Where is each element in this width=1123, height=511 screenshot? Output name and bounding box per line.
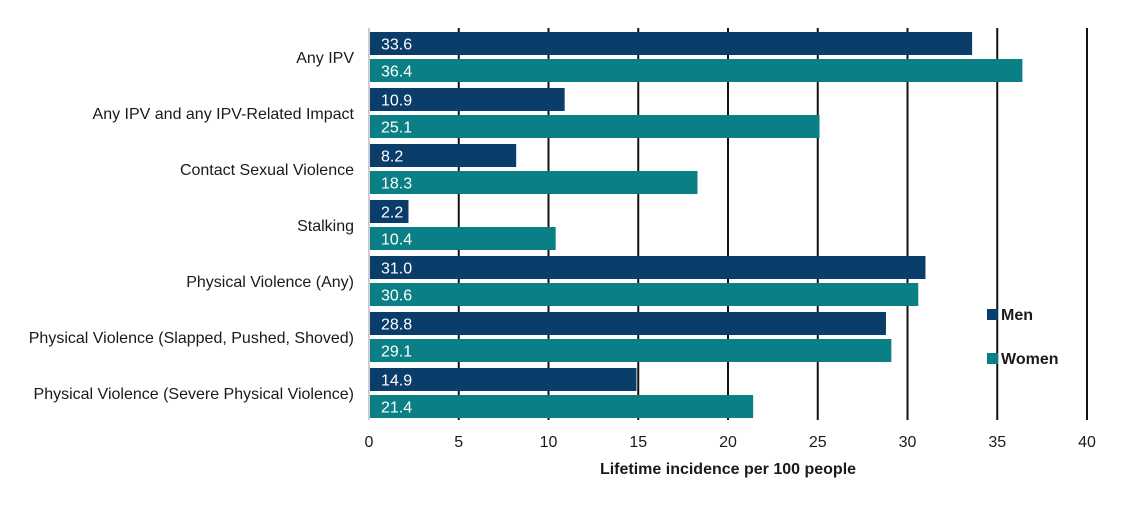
- x-tick-label: 15: [629, 434, 647, 451]
- bar-value-label: 25.1: [381, 120, 412, 137]
- legend-label-men: Men: [1001, 307, 1033, 324]
- category-label: Physical Violence (Any): [186, 274, 354, 291]
- bar-value-label: 33.6: [381, 37, 412, 54]
- bar-women: [370, 395, 754, 418]
- bar-women: [370, 227, 556, 250]
- legend-label-women: Women: [1001, 351, 1058, 368]
- category-label: Contact Sexual Violence: [180, 162, 354, 179]
- bar-men: [370, 200, 409, 223]
- x-tick-label: 10: [540, 434, 558, 451]
- bar-women: [370, 283, 919, 306]
- legend-swatch-men: [987, 309, 998, 320]
- bars: 33.6 36.4 10.9 25.1 8.2 18.3 2.2 10.4 31.0 30.6 28…: [370, 32, 1023, 418]
- bar-men: [370, 144, 517, 167]
- bar-women: [370, 339, 892, 362]
- bar-value-label: 28.8: [381, 317, 412, 334]
- bar-value-label: 10.9: [381, 93, 412, 110]
- category-label: Stalking: [297, 218, 354, 235]
- bar-women: [370, 115, 820, 138]
- x-tick-label: 25: [809, 434, 827, 451]
- legend: Men Women: [987, 307, 1058, 368]
- category-label: Any IPV and any IPV-Related Impact: [93, 106, 355, 123]
- x-axis-title: Lifetime incidence per 100 people: [600, 461, 856, 478]
- legend-swatch-women: [987, 353, 998, 364]
- bar-women: [370, 59, 1023, 82]
- x-tick-label: 20: [719, 434, 737, 451]
- x-tick-label: 30: [899, 434, 917, 451]
- x-tick-label: 5: [454, 434, 463, 451]
- x-tick-label: 35: [988, 434, 1006, 451]
- x-tick-label: 40: [1078, 434, 1096, 451]
- bar-men: [370, 88, 565, 111]
- bar-women: [370, 171, 698, 194]
- category-label: Physical Violence (Slapped, Pushed, Shov…: [29, 330, 354, 347]
- bar-value-label: 30.6: [381, 288, 412, 305]
- category-labels: Any IPV Any IPV and any IPV-Related Impac…: [29, 50, 355, 403]
- category-label: Physical Violence (Severe Physical Viole…: [34, 386, 354, 403]
- bar-value-label: 14.9: [381, 373, 412, 390]
- bar-value-label: 18.3: [381, 176, 412, 193]
- x-tick-label: 0: [365, 434, 374, 451]
- bar-value-label: 36.4: [381, 64, 412, 81]
- bar-men: [370, 312, 886, 335]
- bar-value-label: 10.4: [381, 232, 412, 249]
- bar-value-label: 8.2: [381, 149, 403, 166]
- bar-men: [370, 32, 973, 55]
- bar-value-label: 2.2: [381, 205, 403, 222]
- bar-men: [370, 256, 926, 279]
- bar-value-label: 31.0: [381, 261, 412, 278]
- x-axis-ticks: 0 5 10 15 20 25 30 35 40: [365, 434, 1096, 451]
- bar-men: [370, 368, 637, 391]
- bar-value-label: 29.1: [381, 344, 412, 361]
- bar-value-label: 21.4: [381, 400, 412, 417]
- category-label: Any IPV: [296, 50, 354, 67]
